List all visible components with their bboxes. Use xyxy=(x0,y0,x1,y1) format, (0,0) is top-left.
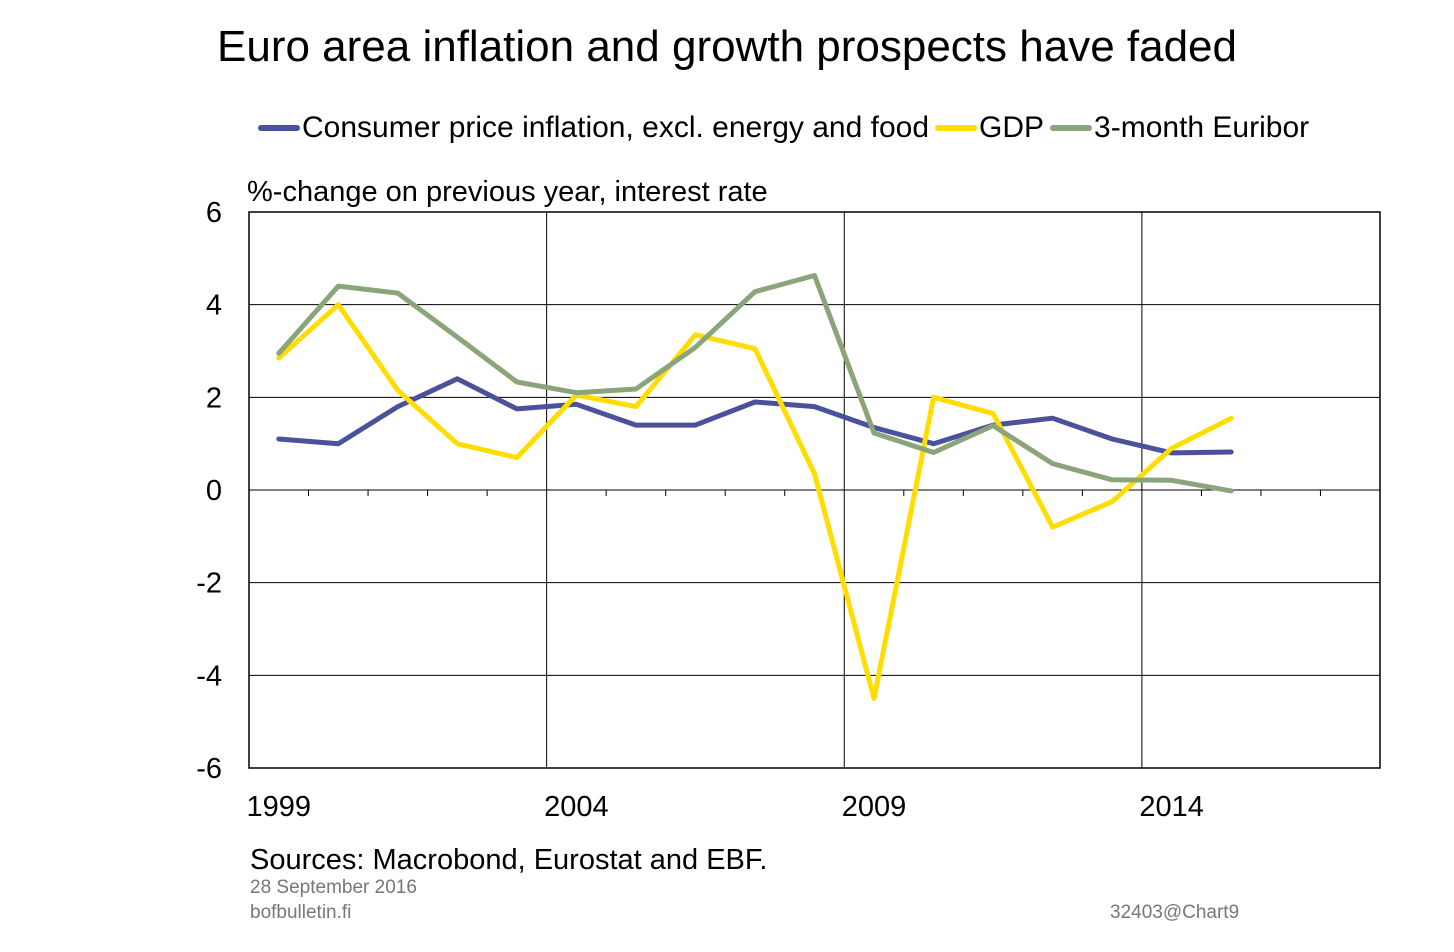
x-tick-label: 2014 xyxy=(1139,791,1204,823)
legend-swatch-gdp xyxy=(935,125,978,131)
legend-item-gdp: GDP xyxy=(935,111,1044,145)
x-tick-label: 1999 xyxy=(247,791,312,823)
legend-item-cpi: Consumer price inflation, excl. energy a… xyxy=(258,111,929,145)
y-tick-label: -6 xyxy=(196,753,222,785)
site-name: bofbulletin.fi xyxy=(250,902,352,923)
x-tick-label: 2004 xyxy=(544,791,609,823)
y-axis-caption: %-change on previous year, interest rate xyxy=(247,176,768,208)
publication-date: 28 September 2016 xyxy=(250,877,417,898)
plot-frame xyxy=(248,211,1381,769)
series-line-euribor xyxy=(276,273,1234,494)
sources-note: Sources: Macrobond, Eurostat and EBF. xyxy=(250,844,768,876)
legend: Consumer price inflation, excl. energy a… xyxy=(258,108,1315,148)
y-tick-label: 4 xyxy=(206,290,222,322)
legend-item-euribor: 3-month Euribor xyxy=(1050,111,1309,145)
legend-label-euribor: 3-month Euribor xyxy=(1094,111,1310,144)
chart-id: 32403@Chart9 xyxy=(1110,902,1240,923)
legend-swatch-cpi xyxy=(258,125,300,131)
x-tick-label: 2009 xyxy=(842,791,907,823)
series-line-gdp xyxy=(276,302,1234,701)
y-tick-label: -2 xyxy=(196,568,222,600)
y-tick-label: 6 xyxy=(206,197,222,229)
legend-label-cpi: Consumer price inflation, excl. energy a… xyxy=(302,111,930,144)
legend-swatch-euribor xyxy=(1050,125,1093,131)
legend-label-gdp: GDP xyxy=(979,111,1045,144)
y-tick-label: -4 xyxy=(196,660,222,692)
chart-title: Euro area inflation and growth prospects… xyxy=(217,22,1237,71)
y-tick-label: 2 xyxy=(206,382,222,414)
y-tick-label: 0 xyxy=(206,475,222,507)
series-line-cpi xyxy=(276,376,1234,456)
